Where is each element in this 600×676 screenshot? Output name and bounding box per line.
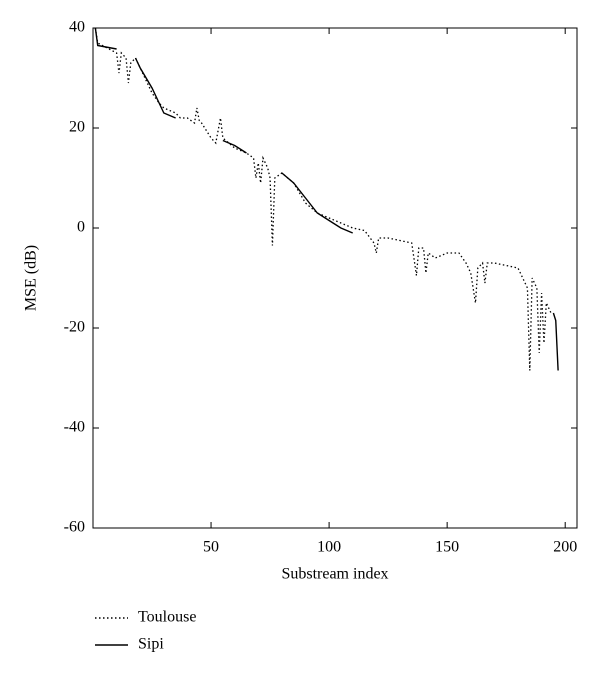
y-tick-label: -40 xyxy=(64,419,85,436)
x-tick-label: 150 xyxy=(435,539,459,556)
x-tick-label: 50 xyxy=(203,539,219,556)
x-axis-label: Substream index xyxy=(281,566,388,583)
y-axis-label: MSE (dB) xyxy=(23,245,40,311)
y-tick-label: 40 xyxy=(69,19,85,36)
x-tick-label: 100 xyxy=(317,539,341,556)
line-series xyxy=(94,27,559,371)
plot-frame xyxy=(92,27,578,529)
y-tick-label: 0 xyxy=(77,219,85,236)
legend-label: Sipi xyxy=(138,636,164,653)
x-tick-label: 200 xyxy=(553,539,577,556)
y-tick-label: -20 xyxy=(64,319,85,336)
legend-label: Toulouse xyxy=(138,609,196,626)
y-tick-label: -60 xyxy=(64,519,85,536)
y-tick-label: 20 xyxy=(69,119,85,136)
line-series xyxy=(94,27,552,371)
